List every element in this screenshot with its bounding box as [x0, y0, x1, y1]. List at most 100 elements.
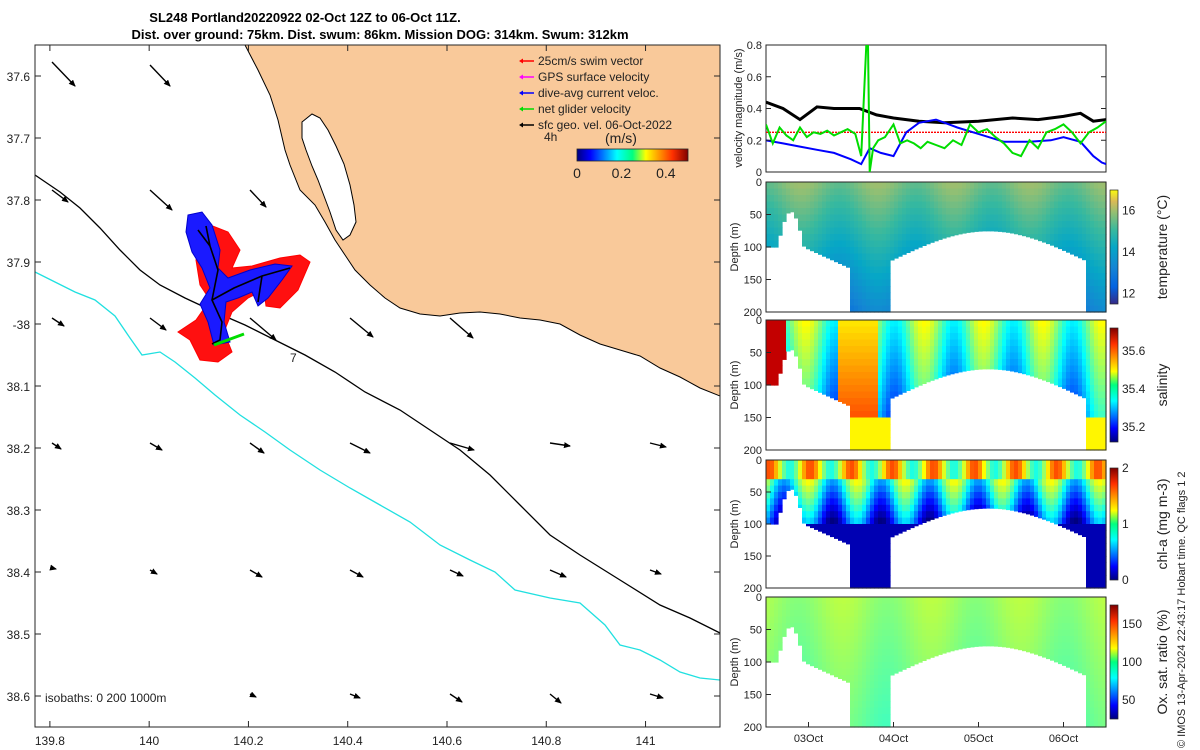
- profile-cell: [1018, 201, 1023, 209]
- profile-cell: [1062, 504, 1067, 512]
- profile-cell: [842, 485, 847, 493]
- profile-cell: [1010, 201, 1015, 209]
- profile-cell: [854, 675, 859, 683]
- profile-cell: [962, 479, 967, 487]
- profile-cell: [962, 498, 967, 506]
- profile-cell: [1062, 511, 1067, 519]
- profile-cell: [834, 378, 839, 386]
- profile-cell: [822, 517, 827, 525]
- profile-cell: [966, 227, 971, 233]
- profile-cell: [1098, 385, 1103, 393]
- profile-cell: [926, 460, 931, 467]
- profile-cell: [998, 182, 1003, 190]
- profile-cell: [782, 623, 787, 631]
- profile-cell: [862, 260, 867, 268]
- profile-cell: [974, 492, 979, 499]
- profile-cell: [974, 201, 979, 209]
- profile-cell: [1042, 517, 1047, 520]
- profile-cell: [870, 694, 875, 702]
- profile-cell: [874, 504, 879, 512]
- profile-cell: [1014, 352, 1019, 360]
- profile-cell: [926, 485, 931, 493]
- profile-cell: [1094, 417, 1099, 425]
- profile-cell: [790, 201, 795, 209]
- profile-cell: [1062, 466, 1067, 474]
- map-y-tick-label: 38.2: [7, 442, 31, 456]
- profile-cell: [858, 720, 863, 728]
- profile-cell: [886, 536, 891, 544]
- profile-cell: [870, 701, 875, 709]
- profile-cell: [862, 629, 867, 637]
- profile-cell: [838, 616, 843, 624]
- profile-cell: [802, 517, 807, 524]
- profile-cell: [774, 504, 779, 512]
- profile-cell: [838, 378, 843, 386]
- profile-cell: [894, 662, 899, 670]
- profile-cell: [858, 460, 863, 467]
- profile-cell: [870, 681, 875, 689]
- profile-cell: [862, 610, 867, 618]
- profile-cell: [1086, 479, 1091, 487]
- profile-cell: [826, 188, 831, 196]
- profile-cell: [850, 603, 855, 611]
- profile-cell: [1090, 492, 1095, 499]
- profile-cell: [966, 597, 971, 605]
- profile-cell: [1090, 568, 1095, 576]
- profile-cell: [910, 460, 915, 467]
- profile-cell: [822, 221, 827, 229]
- profile-cell: [814, 221, 819, 229]
- profile-cell: [826, 247, 831, 255]
- profile-cell: [850, 260, 855, 268]
- profile-cell: [918, 485, 923, 493]
- profile-cell: [930, 359, 935, 367]
- profile-cell: [1098, 466, 1103, 474]
- profile-cell: [866, 398, 871, 406]
- profile-cell: [826, 642, 831, 650]
- profile-cell: [790, 182, 795, 190]
- profile-cell: [930, 642, 935, 650]
- profile-cell: [1074, 333, 1079, 341]
- profile-cell: [878, 504, 883, 512]
- net-glider-vector: [213, 332, 245, 347]
- profile-cell: [1102, 655, 1107, 663]
- profile-cell: [862, 352, 867, 360]
- profile-cell: [974, 346, 979, 354]
- profile-cell: [822, 485, 827, 493]
- profile-cell: [1098, 498, 1103, 506]
- profile-cell: [1038, 498, 1043, 506]
- profile-cell: [862, 472, 867, 480]
- profile-cell: [966, 479, 971, 487]
- profile-cell: [1022, 365, 1027, 373]
- profile-cell: [790, 460, 795, 467]
- profile-cell: [1018, 649, 1023, 651]
- profile-cell: [950, 326, 955, 334]
- profile-cell: [802, 460, 807, 467]
- profile-cell: [958, 610, 963, 618]
- profile-cell: [878, 568, 883, 576]
- profile-cell: [1102, 240, 1107, 248]
- profile-cell: [1062, 649, 1067, 657]
- profile-cell: [1018, 320, 1023, 328]
- profile-cell: [1074, 208, 1079, 216]
- profile-cell: [1082, 391, 1087, 399]
- profile-cell: [1086, 182, 1091, 190]
- profile-cell: [1066, 603, 1071, 611]
- profile-cell: [1010, 466, 1015, 474]
- profile-cell: [1090, 603, 1095, 611]
- profile-cell: [990, 339, 995, 347]
- profile-cell: [1014, 603, 1019, 611]
- profile-cell: [946, 466, 951, 474]
- profile-cell: [1050, 623, 1055, 631]
- profile-cell: [806, 492, 811, 499]
- profile-cell: [922, 359, 927, 367]
- profile-cell: [882, 549, 887, 557]
- profile-cell: [778, 372, 783, 374]
- profile-cell: [998, 603, 1003, 611]
- profile-cell: [810, 234, 815, 242]
- profile-cell: [1026, 333, 1031, 341]
- profile-cell: [918, 597, 923, 605]
- profile-cell: [962, 610, 967, 618]
- profile-cell: [870, 417, 875, 425]
- profile-cell: [1054, 460, 1059, 467]
- profile-cell: [774, 188, 779, 196]
